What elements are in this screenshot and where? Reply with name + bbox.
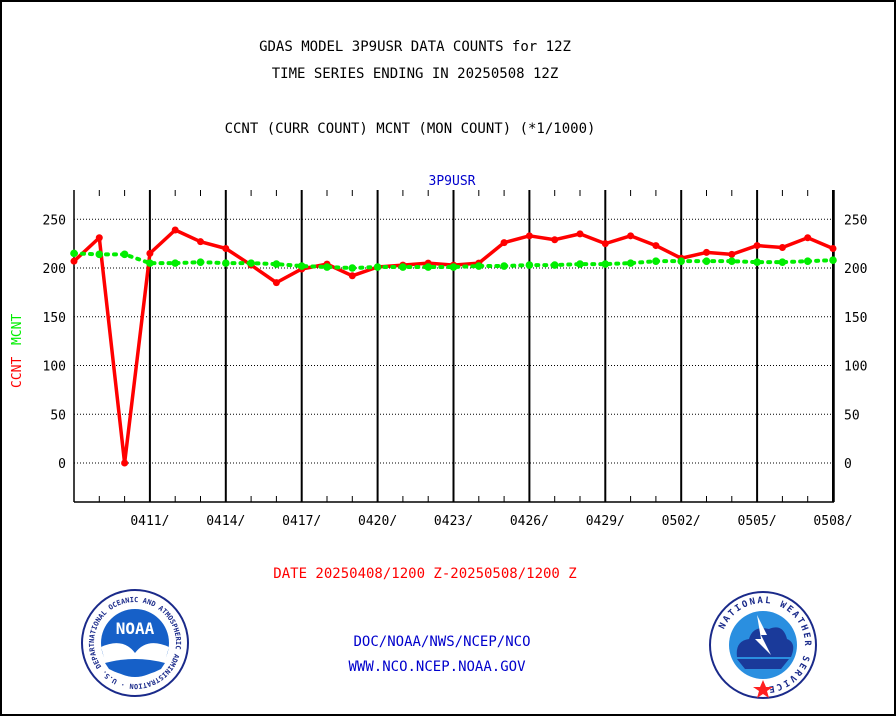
data-point <box>222 245 230 252</box>
data-point <box>348 272 356 280</box>
data-point <box>525 232 533 240</box>
x-tick-label: 0429/ <box>586 514 625 529</box>
org-label: DOC/NOAA/NWS/NCEP/NCO <box>353 634 531 650</box>
data-point <box>95 250 104 259</box>
plot-title: 3P9USR <box>429 174 476 189</box>
x-tick-label: 0508/ <box>813 514 852 529</box>
data-point <box>247 259 255 267</box>
x-tick-label: 0505/ <box>738 514 777 529</box>
y-tick-label-right: 0 <box>844 457 852 472</box>
data-point <box>576 260 584 268</box>
data-point <box>576 230 584 238</box>
y-tick-label-left: 0 <box>58 457 66 472</box>
y-axis-label-mcnt: MCNT <box>10 314 25 345</box>
series-mcnt <box>70 249 837 272</box>
x-tick-label: 0411/ <box>130 514 169 529</box>
data-point <box>120 250 129 259</box>
website-link[interactable]: WWW.NCO.NCEP.NOAA.GOV <box>348 659 526 675</box>
data-point <box>373 263 382 271</box>
data-point <box>778 258 787 266</box>
data-point <box>728 257 736 265</box>
y-axis-label-ccnt: CCNT <box>10 357 25 388</box>
data-point <box>272 279 280 287</box>
data-point <box>95 234 103 242</box>
axis-ticks: 0 0 50 50 100 100 150 150 200 200 250 250 0411/0414/… <box>43 190 867 529</box>
data-point <box>197 238 204 246</box>
data-point <box>424 263 433 271</box>
data-point <box>804 234 812 242</box>
data-point <box>146 259 154 267</box>
data-point <box>652 242 660 250</box>
data-point <box>601 260 610 268</box>
data-point <box>500 239 508 247</box>
data-point <box>829 256 837 264</box>
data-point <box>323 263 331 271</box>
data-point <box>449 263 458 271</box>
noaa-logo-text: NOAA <box>116 619 155 638</box>
data-point <box>803 257 812 265</box>
data-point <box>297 262 306 270</box>
data-point <box>171 226 179 234</box>
chart-subtitle-time-series: TIME SERIES ENDING IN 20250508 12Z <box>271 66 559 82</box>
x-tick-label: 0414/ <box>206 514 245 529</box>
data-point <box>272 260 281 268</box>
y-tick-label-left: 250 <box>43 213 66 228</box>
data-point <box>728 250 736 258</box>
data-point <box>171 259 179 267</box>
data-point <box>652 257 660 265</box>
noaa-logo: NATIONAL OCEANIC AND ATMOSPHERIC ADMINIS… <box>81 589 189 697</box>
data-point <box>677 257 685 265</box>
data-point <box>475 262 483 270</box>
x-tick-label: 0423/ <box>434 514 473 529</box>
grid-lines <box>74 190 834 502</box>
data-point <box>500 262 508 270</box>
data-point <box>753 242 761 250</box>
data-point <box>753 258 761 266</box>
y-tick-label-left: 150 <box>43 311 66 326</box>
data-point <box>121 459 129 467</box>
y-tick-label-right: 150 <box>844 311 867 326</box>
y-tick-label-right: 100 <box>844 360 867 375</box>
data-point <box>601 240 609 248</box>
y-tick-label-right: 50 <box>844 408 860 423</box>
data-point <box>70 257 78 265</box>
y-tick-label-left: 100 <box>43 360 66 375</box>
data-point <box>829 245 837 252</box>
y-tick-label-right: 200 <box>844 262 867 277</box>
data-point <box>626 259 635 267</box>
data-point <box>399 263 407 271</box>
data-point <box>222 259 230 267</box>
y-tick-label-right: 250 <box>844 213 867 228</box>
data-point <box>627 232 635 240</box>
x-tick-label: 0502/ <box>662 514 701 529</box>
x-tick-label: 0426/ <box>510 514 549 529</box>
chart-subtitle-counts: CCNT (CURR COUNT) MCNT (MON COUNT) (*1/1… <box>224 121 596 137</box>
data-point <box>70 249 78 258</box>
x-tick-label: 0417/ <box>282 514 321 529</box>
y-tick-label-left: 50 <box>50 408 66 423</box>
data-point <box>550 261 559 269</box>
data-point <box>778 244 786 252</box>
data-point <box>146 249 154 257</box>
x-tick-label: 0420/ <box>358 514 397 529</box>
date-range-label: DATE 20250408/1200 Z-20250508/1200 Z <box>273 566 577 582</box>
data-point <box>196 258 205 266</box>
data-point <box>551 236 559 244</box>
data-point <box>702 257 711 265</box>
data-point <box>703 248 710 256</box>
nws-logo: NATIONAL WEATHER SERVICE <box>709 591 817 699</box>
chart-title: GDAS MODEL 3P9USR DATA COUNTS for 12Z <box>259 39 571 55</box>
data-point <box>525 261 534 269</box>
data-point <box>348 264 357 272</box>
y-tick-label-left: 200 <box>43 262 66 277</box>
